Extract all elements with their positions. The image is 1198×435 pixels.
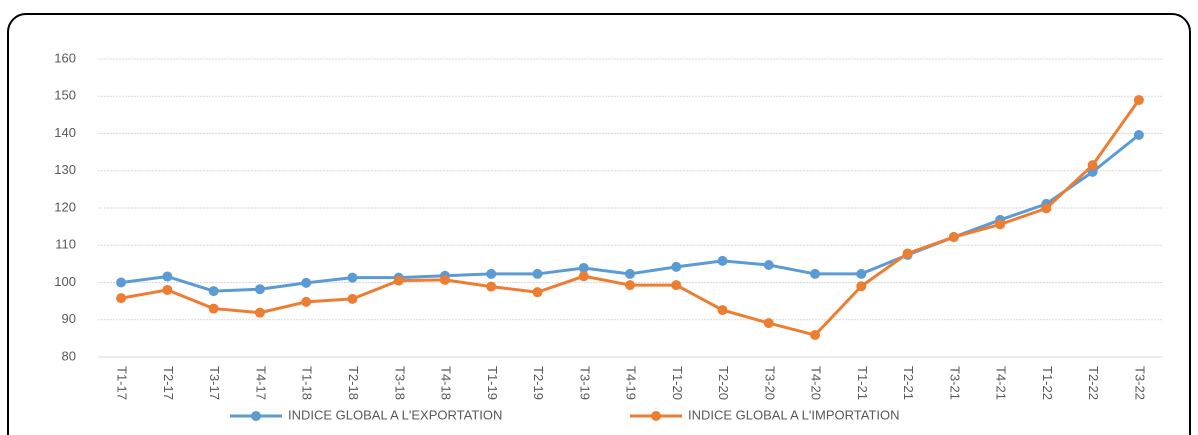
y-tick-label: 130 (54, 162, 76, 177)
data-point (486, 281, 497, 292)
x-tick-label: T1-20 (670, 366, 685, 400)
data-point (347, 272, 358, 283)
x-tick-label: T3-21 (947, 366, 962, 400)
y-tick-label: 120 (54, 199, 76, 214)
x-tick-label: T3-17 (207, 366, 222, 400)
x-tick-label: T4-19 (624, 366, 639, 400)
x-tick-label: T3-19 (577, 366, 592, 400)
data-point (116, 277, 127, 288)
data-point (486, 268, 497, 279)
data-point (625, 280, 635, 291)
chart-frame (7, 13, 1191, 435)
data-point (208, 303, 219, 314)
x-tick-label: T2-17 (161, 366, 176, 400)
y-tick-label: 80 (62, 348, 76, 363)
x-tick-label: T1-18 (300, 366, 315, 400)
data-point (717, 255, 728, 266)
data-point (1087, 160, 1098, 171)
y-tick-label: 100 (54, 274, 76, 289)
data-point (810, 268, 821, 279)
data-point (1041, 203, 1052, 214)
legend-marker (651, 411, 661, 421)
data-point (301, 277, 312, 288)
x-tick-label: T2-18 (346, 366, 361, 400)
x-tick-label: T1-22 (1040, 366, 1055, 400)
data-point (393, 275, 404, 286)
data-point (347, 293, 358, 304)
x-tick-label: T1-21 (855, 366, 870, 400)
data-point (208, 286, 219, 297)
x-tick-label: T4-21 (994, 366, 1009, 400)
data-point (301, 296, 312, 307)
x-tick-label: T2-21 (901, 366, 916, 400)
y-tick-label: 160 (54, 50, 76, 65)
data-point (578, 262, 589, 273)
x-tick-label: T2-22 (1086, 366, 1101, 400)
data-point (717, 305, 728, 316)
x-tick-label: T1-19 (485, 366, 500, 400)
y-tick-label: 110 (55, 237, 76, 252)
legend-marker (251, 411, 261, 421)
data-point (532, 268, 543, 279)
data-point (763, 318, 774, 329)
data-point (671, 261, 682, 272)
x-tick-label: T2-20 (716, 366, 731, 400)
y-tick-label: 90 (62, 311, 76, 326)
data-point (902, 248, 913, 259)
data-point (162, 271, 173, 282)
data-point (856, 268, 867, 279)
legend-label: INDICE GLOBAL A L'EXPORTATION (288, 407, 502, 422)
x-tick-label: T2-19 (531, 366, 546, 400)
data-point (116, 293, 127, 304)
data-point (763, 259, 774, 270)
x-tick-label: T4-18 (439, 366, 454, 400)
data-point (578, 271, 589, 282)
x-tick-label: T3-22 (1132, 366, 1147, 400)
data-point (439, 274, 450, 285)
data-point (810, 330, 821, 341)
data-point (948, 232, 959, 243)
data-point (856, 281, 867, 292)
x-tick-label: T1-17 (115, 366, 130, 400)
data-point (671, 280, 682, 291)
data-point (162, 284, 173, 295)
data-point (625, 268, 635, 279)
x-tick-label: T3-20 (762, 366, 777, 400)
data-point (254, 307, 265, 318)
x-tick-label: T3-18 (392, 366, 407, 400)
y-tick-label: 140 (54, 125, 76, 140)
data-point (254, 284, 265, 295)
x-tick-label: T4-17 (253, 366, 268, 400)
data-point (1133, 94, 1144, 105)
legend-label: INDICE GLOBAL A L'IMPORTATION (688, 407, 900, 422)
data-point (995, 219, 1006, 230)
data-point (532, 287, 543, 298)
data-point (1133, 129, 1144, 140)
x-tick-label: T4-20 (809, 366, 824, 400)
y-tick-label: 150 (54, 88, 76, 103)
